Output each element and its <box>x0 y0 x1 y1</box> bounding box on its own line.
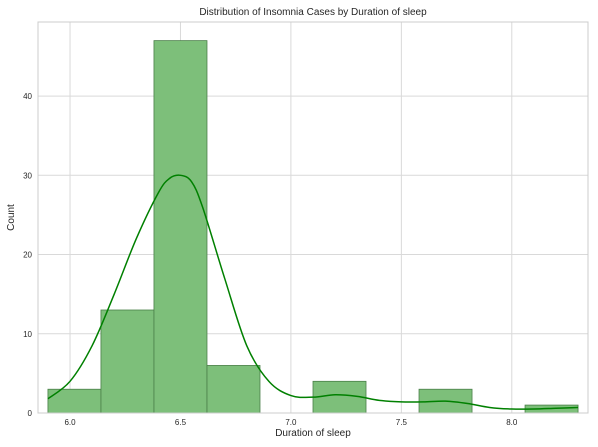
y-tick-label: 20 <box>23 251 32 260</box>
x-axis-label: Duration of sleep <box>275 428 351 439</box>
histogram-bar <box>100 309 155 414</box>
y-tick-label: 30 <box>23 171 32 180</box>
kde-layer <box>47 174 579 410</box>
axes-frame <box>37 21 589 414</box>
chart-title: Distribution of Insomnia Cases by Durati… <box>199 7 427 18</box>
x-tick-label: 7.0 <box>285 418 297 427</box>
x-tick-labels: 6.0 6.5 7.0 7.5 8.0 <box>64 418 517 427</box>
y-tick-labels: 0 10 20 30 40 <box>23 92 32 418</box>
histogram-bar <box>206 365 261 414</box>
x-tick-label: 6.5 <box>175 418 187 427</box>
y-tick-label: 10 <box>23 330 32 339</box>
x-tick-label: 8.0 <box>506 418 518 427</box>
x-tick-label: 7.5 <box>396 418 408 427</box>
x-tick-label: 6.0 <box>64 418 76 427</box>
y-axis-label: Count <box>6 204 17 231</box>
y-tick-label: 0 <box>28 409 33 418</box>
kde-curve <box>47 174 579 410</box>
y-tick-label: 40 <box>23 92 32 101</box>
histogram-bar <box>153 40 208 414</box>
